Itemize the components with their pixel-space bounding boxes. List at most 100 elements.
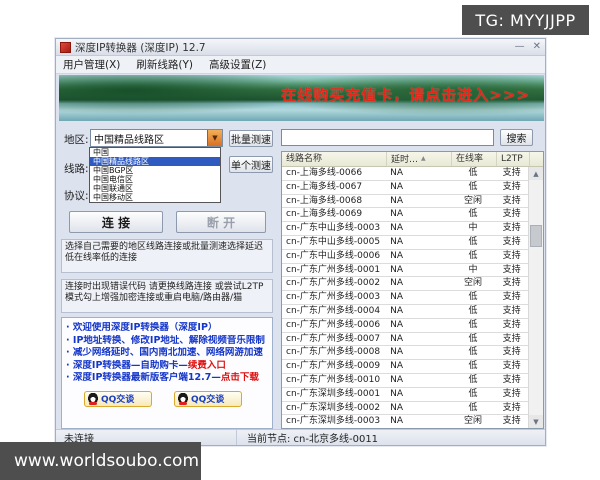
table-row[interactable]: cn-上海多线-0067 NA 低 支持 bbox=[282, 181, 528, 195]
table-row[interactable]: cn-广东深圳多线-0003 NA 空闲 支持 bbox=[282, 415, 528, 428]
table-row[interactable]: cn-广东中山多线-0005 NA 低 支持 bbox=[282, 236, 528, 250]
cell-delay: NA bbox=[390, 168, 404, 178]
cell-line-name: cn-广东广州多线-0004 bbox=[286, 305, 381, 316]
region-select[interactable]: 中国精品线路区 ▼ bbox=[90, 129, 223, 147]
table-row[interactable]: cn-广东广州多线-0007 NA 低 支持 bbox=[282, 333, 528, 347]
table-row[interactable]: cn-广东广州多线-0002 NA 空闲 支持 bbox=[282, 277, 528, 292]
cell-l2tp: 支持 bbox=[502, 278, 521, 289]
table-body: cn-上海多线-0066 NA 低 支持 cn-上海多线-0067 NA 低 支… bbox=[282, 167, 528, 428]
cell-line-name: cn-广东深圳多线-0003 bbox=[286, 416, 381, 427]
cell-l2tp: 支持 bbox=[502, 361, 521, 372]
ad-banner[interactable]: 在线购买充值卡，请点击进入>>> bbox=[59, 75, 544, 121]
cell-line-name: cn-广东广州多线-0007 bbox=[286, 333, 381, 344]
cell-l2tp: 支持 bbox=[502, 347, 521, 358]
qq-chat-button[interactable]: QQ交谈 bbox=[84, 390, 152, 407]
cell-delay: NA bbox=[390, 347, 404, 358]
table-row[interactable]: cn-广东广州多线-0001 NA 中 支持 bbox=[282, 264, 528, 278]
cell-online-rate: 中 bbox=[468, 223, 478, 234]
table-row[interactable]: cn-广东广州多线-0004 NA 低 支持 bbox=[282, 305, 528, 319]
header-line-name[interactable]: 线路名称 bbox=[282, 152, 387, 166]
disconnect-button[interactable]: 断 开 bbox=[176, 211, 266, 233]
protocol-label: 协议: bbox=[64, 190, 89, 202]
qq-chat-label: QQ交谈 bbox=[101, 395, 135, 405]
cell-l2tp: 支持 bbox=[502, 416, 521, 427]
cell-line-name: cn-广东广州多线-0001 bbox=[286, 264, 381, 275]
info-line: · 欢迎使用深度IP转换器（深度IP） bbox=[66, 322, 270, 335]
cell-online-rate: 低 bbox=[468, 181, 478, 192]
qq-chat-button[interactable]: QQ交谈 bbox=[174, 390, 242, 407]
info-line-text: · 深度IP转换器最新版客户端12.7— bbox=[66, 372, 221, 383]
current-node: 当前节点: cn-北京多线-0011 bbox=[236, 430, 378, 445]
header-delay[interactable]: 延时… ▲ bbox=[387, 152, 452, 166]
cell-online-rate: 低 bbox=[468, 361, 478, 372]
menu-item[interactable]: 用户管理(X) bbox=[63, 59, 121, 71]
minimize-icon[interactable]: — bbox=[514, 41, 525, 52]
batch-speedtest-button[interactable]: 批量测速 bbox=[229, 130, 273, 147]
dropdown-option[interactable]: 中国联通区 bbox=[93, 184, 133, 193]
search-button[interactable]: 搜索 bbox=[500, 129, 533, 146]
cell-line-name: cn-上海多线-0066 bbox=[286, 168, 363, 178]
single-speedtest-button[interactable]: 单个测速 bbox=[229, 156, 273, 173]
cell-l2tp: 支持 bbox=[502, 333, 521, 344]
qq-chat-label: QQ交谈 bbox=[191, 395, 225, 405]
connect-button[interactable]: 连 接 bbox=[69, 211, 163, 233]
header-l2tp[interactable]: L2TP bbox=[497, 152, 530, 166]
cell-delay: NA bbox=[390, 195, 404, 206]
cell-delay: NA bbox=[390, 333, 404, 344]
table-row[interactable]: cn-广东深圳多线-0002 NA 低 支持 bbox=[282, 402, 528, 416]
scroll-down-icon[interactable]: ▼ bbox=[529, 415, 543, 428]
window-title: 深度IP转换器 (深度IP) 12.7 bbox=[75, 41, 206, 54]
cell-line-name: cn-广东广州多线-0002 bbox=[286, 278, 381, 289]
cell-online-rate: 低 bbox=[468, 305, 478, 316]
cell-line-name: cn-广东深圳多线-0002 bbox=[286, 402, 381, 413]
table-row[interactable]: cn-广东中山多线-0006 NA 低 支持 bbox=[282, 250, 528, 264]
chevron-down-icon[interactable]: ▼ bbox=[207, 130, 222, 146]
table-row[interactable]: cn-上海多线-0068 NA 空闲 支持 bbox=[282, 195, 528, 209]
site-url-badge: www.worldsoubo.com bbox=[0, 442, 201, 480]
cell-delay: NA bbox=[390, 250, 404, 261]
close-icon[interactable]: ✕ bbox=[532, 41, 541, 52]
cell-l2tp: 支持 bbox=[502, 264, 521, 275]
info-line-link[interactable]: 点击下载 bbox=[220, 372, 259, 383]
table-row[interactable]: cn-上海多线-0069 NA 低 支持 bbox=[282, 208, 528, 223]
table-row[interactable]: cn-上海多线-0066 NA 低 支持 bbox=[282, 167, 528, 181]
cell-l2tp: 支持 bbox=[502, 181, 521, 192]
info-line-link[interactable]: 续费入口 bbox=[187, 359, 226, 371]
info-line-text: · 深度IP转换器—自助购卡— bbox=[66, 359, 188, 371]
menu-item[interactable]: 刷新线路(Y) bbox=[136, 59, 193, 71]
cell-delay: NA bbox=[390, 292, 404, 303]
cell-delay: NA bbox=[390, 361, 404, 372]
scrollbar-thumb[interactable] bbox=[530, 225, 542, 247]
scroll-up-icon[interactable]: ▲ bbox=[529, 167, 543, 180]
cell-online-rate: 空闲 bbox=[463, 195, 482, 206]
header-online-rate[interactable]: 在线率 bbox=[452, 152, 497, 166]
cell-delay: NA bbox=[390, 264, 404, 275]
dropdown-option[interactable]: 中国电信区 bbox=[93, 175, 133, 184]
menu-item[interactable]: 高级设置(Z) bbox=[209, 59, 267, 71]
search-input[interactable] bbox=[281, 129, 494, 146]
dropdown-option[interactable]: 中国精品线路区 bbox=[90, 157, 220, 166]
info-line-text: · IP地址转换、修改IP地址、解除视频音乐限制 bbox=[66, 334, 265, 346]
table-row[interactable]: cn-广东广州多线-0003 NA 低 支持 bbox=[282, 291, 528, 305]
table-row[interactable]: cn-广东深圳多线-0001 NA 低 支持 bbox=[282, 388, 528, 402]
table-row[interactable]: cn-广东中山多线-0003 NA 中 支持 bbox=[282, 222, 528, 236]
cell-line-name: cn-广东中山多线-0005 bbox=[286, 236, 381, 247]
cell-delay: NA bbox=[390, 181, 404, 192]
line-table: 线路名称 延时… ▲ 在线率 L2TP cn-上海多线-0066 NA 低 支持 … bbox=[281, 151, 544, 429]
table-row[interactable]: cn-广东广州多线-0006 NA 低 支持 bbox=[282, 319, 528, 333]
table-row[interactable]: cn-广东广州多线-0008 NA 低 支持 bbox=[282, 346, 528, 361]
dropdown-option[interactable]: 中国移动区 bbox=[93, 193, 133, 202]
dropdown-option[interactable]: 中国 bbox=[93, 148, 109, 157]
cell-line-name: cn-广东广州多线-0006 bbox=[286, 319, 381, 330]
table-scrollbar[interactable]: ▲ ▼ bbox=[528, 167, 543, 428]
cell-delay: NA bbox=[390, 236, 404, 247]
cell-line-name: cn-广东广州多线-0009 bbox=[286, 361, 381, 372]
banner-text[interactable]: 在线购买充值卡，请点击进入>>> bbox=[281, 86, 530, 104]
cell-l2tp: 支持 bbox=[502, 168, 521, 178]
table-row[interactable]: cn-广东广州多线-0010 NA 低 支持 bbox=[282, 374, 528, 388]
cell-online-rate: 低 bbox=[468, 388, 478, 399]
dropdown-option[interactable]: 中国BGP区 bbox=[93, 166, 134, 175]
table-row[interactable]: cn-广东广州多线-0009 NA 低 支持 bbox=[282, 360, 528, 374]
qq-penguin-icon bbox=[178, 392, 188, 405]
cell-delay: NA bbox=[390, 374, 404, 385]
